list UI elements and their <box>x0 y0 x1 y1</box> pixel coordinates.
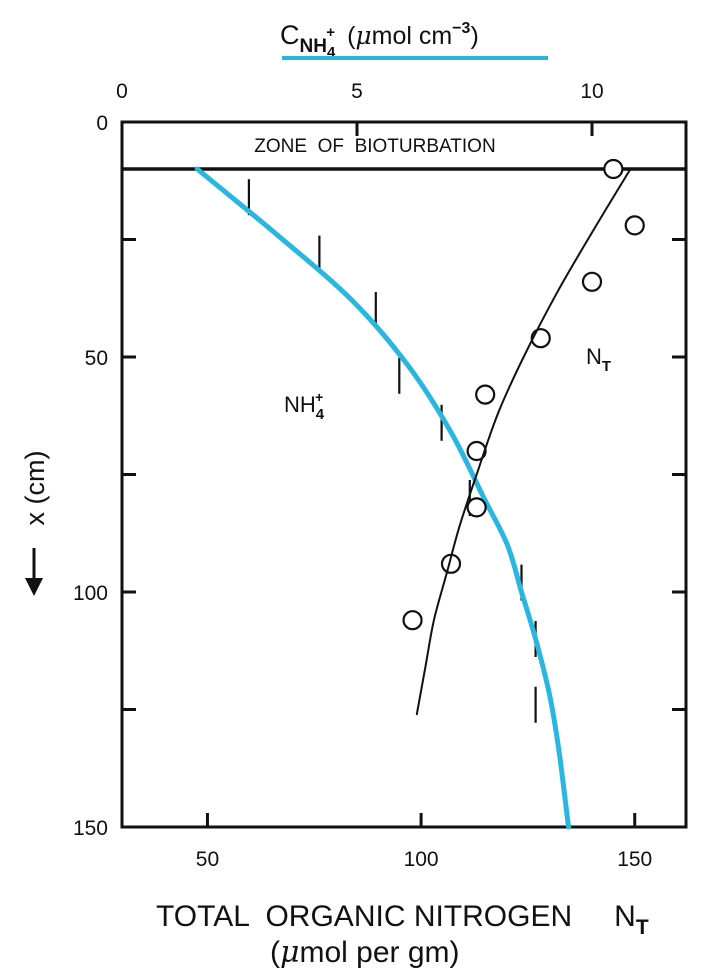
bottom-axis-ticks <box>205 813 637 827</box>
svg-text:x (cm): x (cm) <box>20 451 50 526</box>
bottom-axis-title: TOTAL ORGANIC NITROGEN NT <box>156 900 649 939</box>
left-axis-title: x (cm) <box>20 451 50 526</box>
top-axis-title: CNH4+ (μmol cm−3) <box>280 20 479 61</box>
bottom-axis-units: (μmol per gm) <box>270 935 460 970</box>
bottom-tick-label-50: 50 <box>196 848 219 871</box>
top-axis-ticks <box>355 122 594 136</box>
series-label-nh4: NH4+ <box>284 389 325 423</box>
left-tick-label-150: 150 <box>73 817 108 840</box>
nt-point-5 <box>466 440 487 462</box>
left-tick-label-0: 0 <box>96 112 108 135</box>
series-line-3 <box>415 168 632 716</box>
nt-point-8 <box>402 610 423 631</box>
plot-frame <box>120 120 688 829</box>
series-layer <box>194 158 645 830</box>
top-tick-label-10: 10 <box>580 80 603 103</box>
nt-point-1 <box>624 215 645 236</box>
bottom-axis-tick-labels: 50 100 150 <box>196 848 652 871</box>
bottom-tick-label-150: 150 <box>617 848 652 871</box>
nt-point-2 <box>581 271 603 292</box>
nt-point-6 <box>466 497 487 518</box>
top-axis-tick-labels: 0 5 10 <box>116 80 604 103</box>
nt-point-4 <box>475 384 496 405</box>
left-tick-label-100: 100 <box>73 582 108 605</box>
series-label-nt: NT <box>586 344 611 375</box>
left-axis-ticks <box>122 120 686 829</box>
nt-point-0 <box>603 158 624 180</box>
down-arrow-icon <box>25 548 43 596</box>
bottom-tick-label-100: 100 <box>404 848 439 871</box>
left-tick-label-50: 50 <box>85 347 108 370</box>
left-axis-tick-labels: 0 50 100 150 <box>73 112 108 840</box>
series-line-1 <box>194 166 571 830</box>
zone-label: ZONE OF BIOTURBATION <box>254 136 495 157</box>
top-tick-label-5: 5 <box>351 80 363 103</box>
top-tick-label-0: 0 <box>116 80 128 103</box>
nt-point-3 <box>530 328 551 349</box>
